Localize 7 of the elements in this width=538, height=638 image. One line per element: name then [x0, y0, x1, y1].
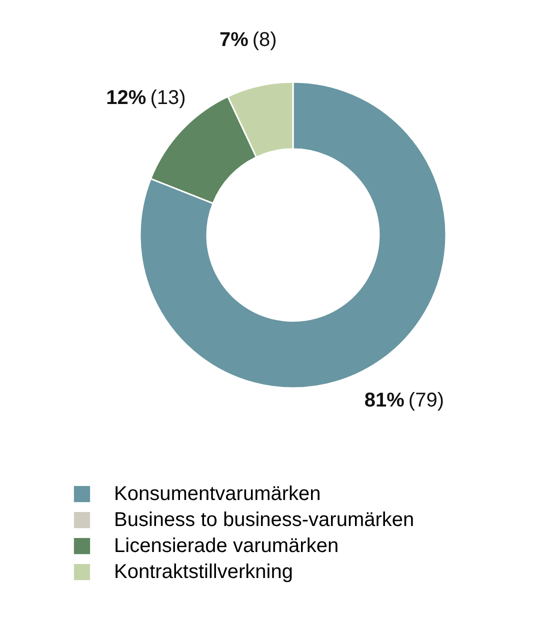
- text: 81% (79): [364, 389, 444, 412]
- legend-label: Kontraktstillverkning: [114, 561, 293, 583]
- legend-label: Business to business-varumärken: [114, 509, 414, 531]
- text: 7% (8): [219, 28, 277, 51]
- legend-label: Licensierade varumärken: [114, 535, 339, 557]
- text: 12% (13): [106, 87, 186, 110]
- legend-label: Konsumentvarumärken: [114, 483, 321, 505]
